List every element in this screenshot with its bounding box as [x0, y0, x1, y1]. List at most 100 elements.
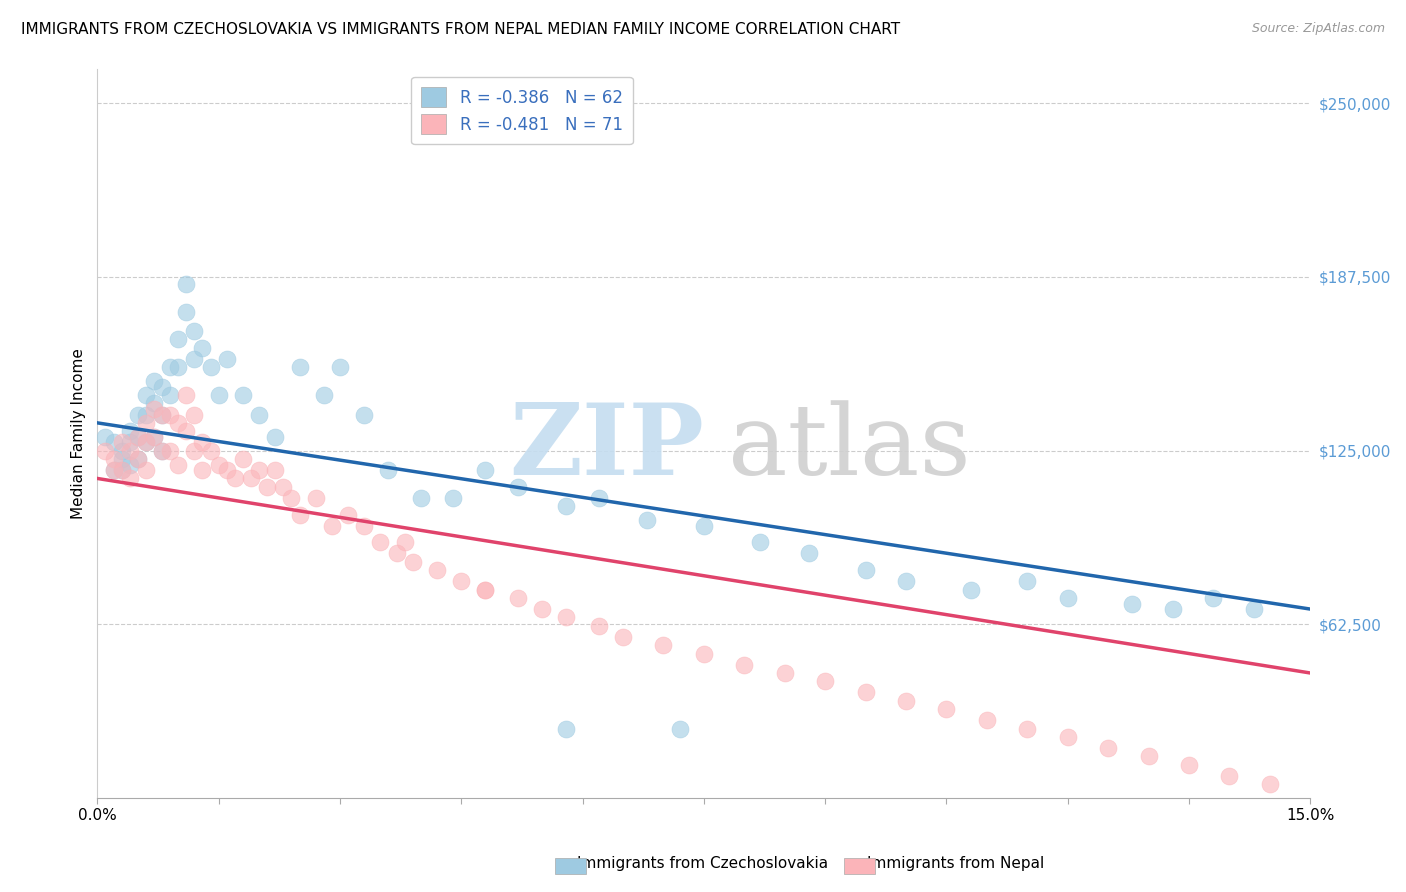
- Point: [773, 665, 796, 680]
- Point: [135, 435, 157, 450]
- Point: [894, 694, 917, 708]
- Point: [118, 435, 141, 450]
- Legend: R = -0.386   N = 62, R = -0.481   N = 71: R = -0.386 N = 62, R = -0.481 N = 71: [411, 77, 633, 145]
- Point: [167, 458, 190, 472]
- Point: [588, 619, 610, 633]
- Point: [506, 591, 529, 605]
- Point: [103, 463, 125, 477]
- Point: [370, 535, 392, 549]
- Point: [159, 360, 181, 375]
- Point: [312, 388, 335, 402]
- Point: [855, 563, 877, 577]
- Point: [110, 435, 132, 450]
- Point: [321, 518, 343, 533]
- Point: [329, 360, 352, 375]
- Point: [474, 582, 496, 597]
- Point: [200, 443, 222, 458]
- Point: [531, 602, 554, 616]
- Point: [176, 388, 198, 402]
- Point: [110, 443, 132, 458]
- Point: [1243, 602, 1265, 616]
- Point: [135, 408, 157, 422]
- Point: [150, 443, 173, 458]
- Point: [636, 513, 658, 527]
- Point: [167, 416, 190, 430]
- Point: [733, 657, 755, 672]
- Y-axis label: Median Family Income: Median Family Income: [72, 348, 86, 519]
- Point: [135, 388, 157, 402]
- Point: [1017, 574, 1039, 589]
- Point: [612, 630, 634, 644]
- Point: [176, 424, 198, 438]
- Point: [232, 388, 254, 402]
- Point: [127, 452, 149, 467]
- Point: [135, 416, 157, 430]
- Point: [103, 463, 125, 477]
- Point: [127, 430, 149, 444]
- Point: [288, 360, 311, 375]
- Point: [668, 722, 690, 736]
- Point: [208, 458, 231, 472]
- Point: [409, 491, 432, 505]
- Point: [1202, 591, 1225, 605]
- Point: [167, 333, 190, 347]
- Point: [247, 408, 270, 422]
- Point: [894, 574, 917, 589]
- Point: [385, 547, 408, 561]
- Point: [247, 463, 270, 477]
- Point: [693, 647, 716, 661]
- Point: [142, 430, 165, 444]
- Point: [150, 380, 173, 394]
- Point: [127, 408, 149, 422]
- Point: [450, 574, 472, 589]
- Point: [441, 491, 464, 505]
- Point: [1097, 741, 1119, 756]
- Point: [555, 500, 578, 514]
- Point: [474, 463, 496, 477]
- Point: [555, 610, 578, 624]
- Point: [394, 535, 416, 549]
- Point: [142, 430, 165, 444]
- Text: Source: ZipAtlas.com: Source: ZipAtlas.com: [1251, 22, 1385, 36]
- Point: [215, 351, 238, 366]
- Point: [280, 491, 302, 505]
- Point: [142, 374, 165, 388]
- Point: [273, 480, 295, 494]
- Point: [191, 463, 214, 477]
- Point: [353, 408, 375, 422]
- Point: [215, 463, 238, 477]
- Point: [959, 582, 981, 597]
- Point: [191, 435, 214, 450]
- Point: [142, 401, 165, 416]
- Point: [288, 508, 311, 522]
- Point: [94, 443, 117, 458]
- Point: [118, 471, 141, 485]
- Point: [150, 408, 173, 422]
- Point: [797, 547, 820, 561]
- Point: [506, 480, 529, 494]
- Point: [976, 713, 998, 727]
- Point: [337, 508, 360, 522]
- Point: [240, 471, 263, 485]
- Point: [110, 463, 132, 477]
- Point: [1178, 757, 1201, 772]
- Point: [167, 360, 190, 375]
- Point: [118, 458, 141, 472]
- Point: [127, 430, 149, 444]
- Point: [118, 424, 141, 438]
- Point: [224, 471, 246, 485]
- Point: [118, 443, 141, 458]
- Point: [159, 388, 181, 402]
- Point: [1258, 777, 1281, 791]
- Point: [135, 435, 157, 450]
- Point: [652, 638, 675, 652]
- Point: [183, 408, 205, 422]
- Point: [150, 408, 173, 422]
- Point: [127, 452, 149, 467]
- Point: [200, 360, 222, 375]
- Point: [426, 563, 449, 577]
- Point: [159, 443, 181, 458]
- Point: [1121, 597, 1143, 611]
- Point: [150, 443, 173, 458]
- Point: [555, 722, 578, 736]
